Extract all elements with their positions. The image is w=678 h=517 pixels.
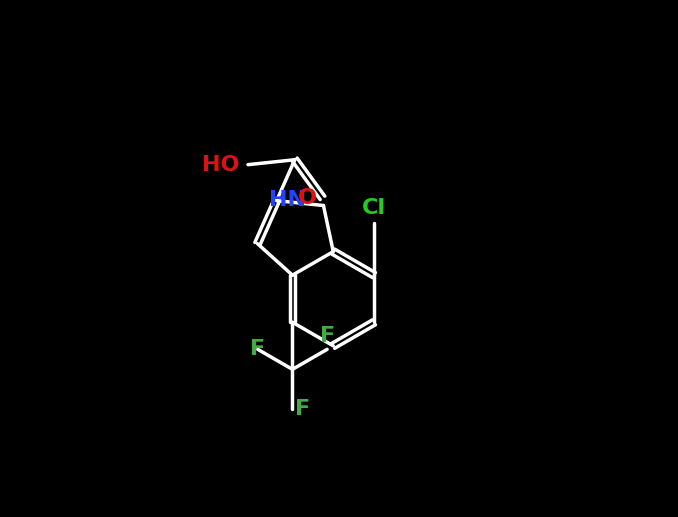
Text: F: F (319, 326, 335, 346)
Text: F: F (250, 339, 265, 359)
Text: F: F (296, 400, 311, 419)
Text: O: O (298, 188, 317, 208)
Text: HN: HN (269, 190, 306, 210)
Text: HO: HO (202, 155, 239, 175)
Text: Cl: Cl (362, 197, 386, 218)
